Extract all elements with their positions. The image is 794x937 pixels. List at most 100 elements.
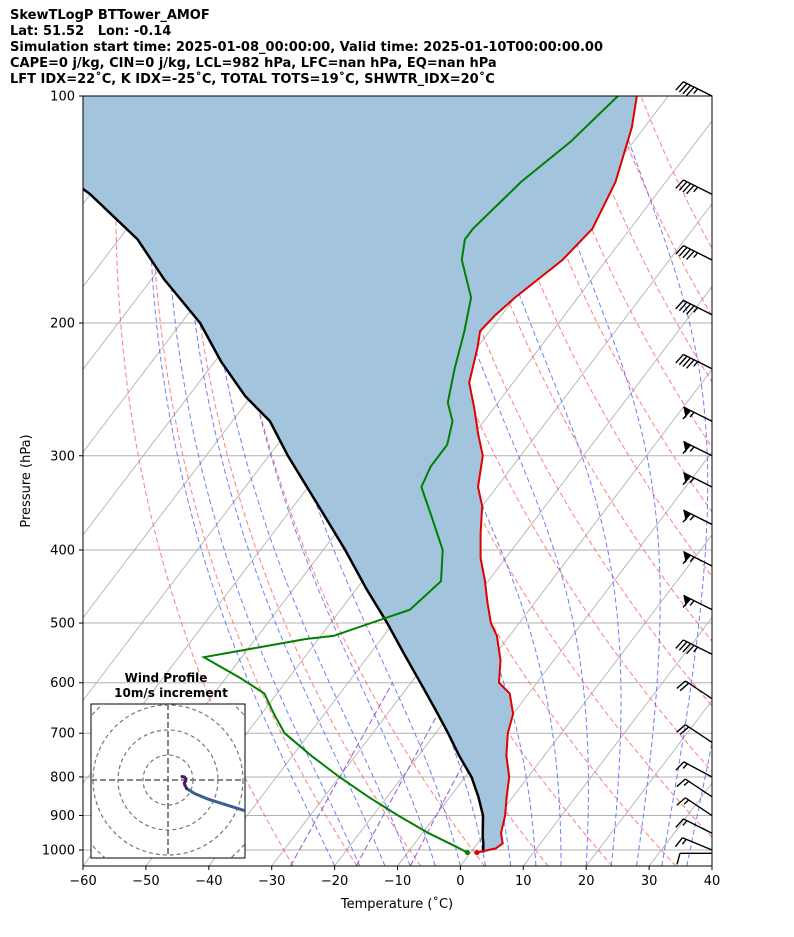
barb-pennant xyxy=(683,551,690,563)
wind-barb xyxy=(676,778,713,798)
barb-flag xyxy=(685,305,695,315)
barb-flag xyxy=(675,299,684,310)
y-tick-label: 1000 xyxy=(42,844,75,859)
barb-staff xyxy=(684,778,713,798)
barb-flag xyxy=(682,444,692,454)
wind-barb xyxy=(675,179,713,195)
barb-flag xyxy=(682,598,692,608)
cape-line: CAPE=0 j/kg, CIN=0 j/kg, LCL=982 hPa, LF… xyxy=(10,56,497,71)
barb-flag xyxy=(676,680,686,689)
barb-staff xyxy=(683,245,713,261)
barb-flag xyxy=(676,724,686,733)
wind-barb xyxy=(676,852,712,865)
x-tick-label: −30 xyxy=(258,874,285,889)
barb-staff xyxy=(684,724,713,744)
barb-flag xyxy=(678,181,688,191)
barb-flag xyxy=(675,639,684,649)
wind-barb xyxy=(682,509,713,526)
barb-staff xyxy=(683,551,713,567)
index-line: LFT IDX=22˚C, K IDX=-25˚C, TOTAL TOTS=19… xyxy=(10,72,495,87)
dry-adiabat xyxy=(347,96,712,838)
barb-half-flag xyxy=(689,556,695,563)
barb-flag xyxy=(675,818,684,828)
location-line: Lat: 51.52 Lon: -0.14 xyxy=(10,24,172,39)
barb-pennant xyxy=(683,406,690,419)
wind-barbs xyxy=(674,81,713,865)
barb-flag xyxy=(685,86,695,97)
wind-barb xyxy=(682,551,713,567)
wind-barb xyxy=(682,440,713,457)
isotherm-line xyxy=(648,782,712,866)
barb-flag xyxy=(685,644,695,655)
barb-staff xyxy=(683,353,713,370)
barb-flag xyxy=(676,778,686,788)
barb-pennant xyxy=(683,510,690,522)
barb-flag xyxy=(682,513,692,523)
wind-barb xyxy=(675,818,713,834)
barb-staff xyxy=(684,680,713,700)
barb-flag xyxy=(682,303,692,313)
barb-staff xyxy=(684,797,713,817)
x-tick-label: −60 xyxy=(69,874,96,889)
wind-barb xyxy=(676,724,713,744)
y-tick-label: 100 xyxy=(50,90,75,105)
isotherm-line xyxy=(83,96,103,122)
wind-barb xyxy=(676,797,713,817)
barb-flag xyxy=(682,554,692,565)
wind-barb xyxy=(682,472,713,488)
barb-staff xyxy=(683,761,713,778)
moist-adiabat xyxy=(200,96,411,866)
hodograph-subtitle: 10m/s increment xyxy=(114,686,228,700)
chart-header: SkewTLogP BTTower_AMOF Lat: 51.52 Lon: -… xyxy=(10,8,603,88)
dry-adiabat xyxy=(150,96,358,866)
grid-layer xyxy=(83,96,712,866)
cin-shading xyxy=(83,96,637,853)
hodograph-inset: Wind Profile 10m/s increment xyxy=(90,671,246,859)
x-tick-label: −50 xyxy=(132,874,159,889)
surface-dewpoint-marker xyxy=(464,850,470,856)
barb-flag xyxy=(685,250,695,261)
dry-adiabat xyxy=(184,96,422,866)
dry-adiabat xyxy=(640,96,712,250)
mixing-ratio-line xyxy=(355,682,456,866)
y-tick-label: 300 xyxy=(50,449,75,464)
barb-staff xyxy=(683,299,713,316)
wind-barb xyxy=(675,761,713,778)
barb-flag xyxy=(678,641,688,651)
data-layer xyxy=(83,96,638,856)
barb-flag xyxy=(676,797,686,806)
y-tick-label: 500 xyxy=(50,617,75,632)
wind-barb xyxy=(675,245,713,261)
x-tick-label: −10 xyxy=(384,874,411,889)
barb-flag xyxy=(682,410,692,420)
barb-flag xyxy=(674,837,684,848)
barb-pennant xyxy=(683,441,690,453)
barb-flag xyxy=(679,682,690,692)
barb-half-flag xyxy=(682,763,688,769)
y-axis-label: Pressure (hPa) xyxy=(19,434,34,527)
moist-adiabat xyxy=(459,96,622,866)
barb-staff xyxy=(682,837,713,851)
isotherm-line xyxy=(711,865,712,866)
x-tick-label: 10 xyxy=(515,874,532,889)
x-tick-label: 30 xyxy=(641,874,658,889)
dewpoint-line xyxy=(201,96,619,854)
moist-adiabat xyxy=(148,96,336,866)
barb-half-flag xyxy=(693,646,699,653)
barb-half-flag xyxy=(689,600,695,606)
barb-flag xyxy=(678,301,688,312)
barb-flag xyxy=(678,246,688,257)
wind-barb xyxy=(674,837,713,851)
barb-pennant xyxy=(683,595,690,607)
x-tick-label: −40 xyxy=(195,874,222,889)
barb-half-flag xyxy=(689,477,695,484)
barb-half-flag xyxy=(689,515,695,521)
x-tick-label: 40 xyxy=(704,874,721,889)
x-tick-label: 0 xyxy=(456,874,464,889)
hodograph-point xyxy=(185,786,189,791)
moist-adiabat xyxy=(405,96,589,866)
barb-half-flag xyxy=(681,838,687,845)
wind-barb xyxy=(682,594,713,611)
y-tick-label: 600 xyxy=(50,676,75,691)
